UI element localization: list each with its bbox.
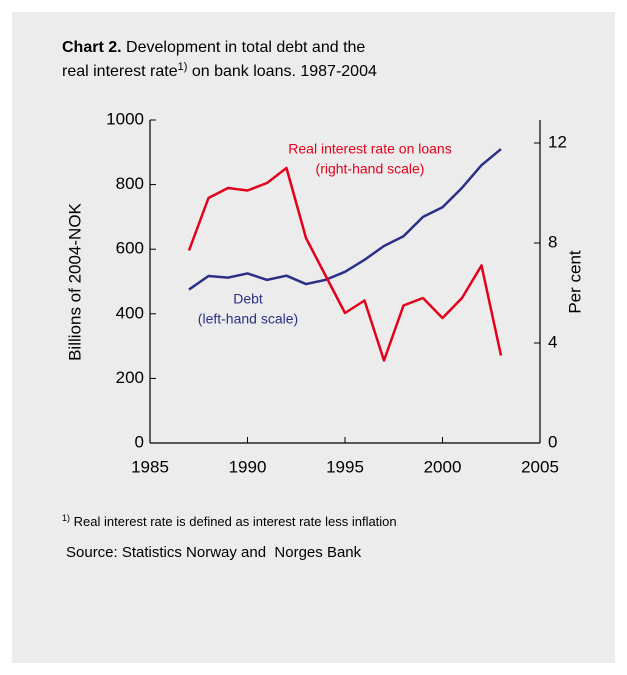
y-tick-label: 600 xyxy=(116,239,144,258)
y-tick-label: 0 xyxy=(135,432,144,451)
background-panel xyxy=(12,12,615,663)
y-tick-label: 200 xyxy=(116,368,144,387)
footnote-mark: 1) xyxy=(62,513,70,523)
x-tick-label: 1985 xyxy=(131,457,169,476)
chart-title: Chart 2. Development in total debt and t… xyxy=(62,39,365,56)
y-tick-label: 800 xyxy=(116,174,144,193)
y2-axis-label: Per cent xyxy=(565,250,584,314)
y2-tick-label: 12 xyxy=(548,132,567,151)
title-note-mark: 1) xyxy=(178,61,188,73)
annotation: Debt xyxy=(233,291,263,307)
y2-tick-label: 8 xyxy=(548,232,557,251)
title-label: Chart 2. xyxy=(62,39,122,56)
source: Source: Statistics Norway and Norges Ban… xyxy=(66,544,362,561)
title-line2-start: real interest rate xyxy=(62,63,178,80)
y2-tick-label: 4 xyxy=(548,332,557,351)
y-tick-label: 1000 xyxy=(106,109,144,128)
y2-tick-label: 0 xyxy=(548,432,557,451)
footnote: 1) Real interest rate is defined as inte… xyxy=(62,513,397,529)
x-tick-label: 2000 xyxy=(424,457,462,476)
x-tick-label: 2005 xyxy=(521,457,559,476)
annotation: (right-hand scale) xyxy=(316,161,425,177)
y-axis-label: Billions of 2004-NOK xyxy=(65,202,84,360)
annotation: (left-hand scale) xyxy=(198,311,298,327)
y-tick-label: 400 xyxy=(116,303,144,322)
series-line xyxy=(188,148,502,291)
footnote-body: Real interest rate is defined as interes… xyxy=(74,514,397,529)
series-line xyxy=(187,166,503,362)
title-line1: Development in total debt and the xyxy=(126,39,365,56)
chart-title-2: real interest rate1) on bank loans. 1987… xyxy=(62,61,377,80)
x-tick-label: 1990 xyxy=(229,457,267,476)
title-line2-end: on bank loans. 1987-2004 xyxy=(187,63,377,80)
x-tick-label: 1995 xyxy=(326,457,364,476)
annotation: Real interest rate on loans xyxy=(288,141,451,157)
